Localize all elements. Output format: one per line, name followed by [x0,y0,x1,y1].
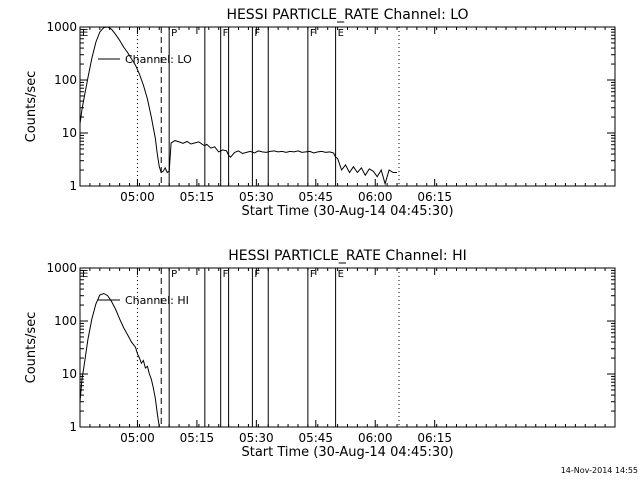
time-marker-label: P [171,28,177,39]
y-tick-label: 100 [54,73,77,87]
y-tick-label: 1 [69,420,77,434]
x-tick-label: 06:15 [417,431,452,445]
time-marker-label: E [338,269,344,280]
x-tick-label: 06:00 [358,431,393,445]
y-axis-label: Counts/sec [24,312,39,384]
chart-title: HESSI PARTICLE_RATE Channel: LO [226,7,468,23]
x-tick-label: 05:15 [180,190,215,204]
y-tick-label: 10 [62,126,77,140]
time-marker-label: F [310,269,316,280]
x-tick-label: 05:45 [298,190,333,204]
x-tick-label: 06:15 [417,190,452,204]
data-series-line [79,292,160,428]
y-tick-label: 100 [54,314,77,328]
x-tick-label: 05:30 [239,431,274,445]
chart-title: HESSI PARTICLE_RATE Channel: HI [228,248,466,264]
time-marker-label: F [254,28,260,39]
x-axis-label: Start Time (30-Aug-14 04:45:30) [241,445,453,460]
chart-panel-2: HESSI PARTICLE_RATE Channel: HI 1 10 100 100… [24,248,616,460]
time-marker-label: F [223,269,229,280]
x-tick-label: 06:00 [358,190,393,204]
time-marker-label: E [82,28,88,39]
y-axis-label: Counts/sec [24,71,39,143]
chart-panel-1: HESSI PARTICLE_RATE Channel: LO 1 10 100 100… [24,7,616,219]
x-tick-label: 05:30 [239,190,274,204]
time-marker-label: E [82,269,88,280]
time-marker-label: E [338,28,344,39]
x-tick-label: 05:45 [298,431,333,445]
data-series-line [79,26,397,186]
x-axis-label: Start Time (30-Aug-14 04:45:30) [241,204,453,219]
footer-timestamp: 14-Nov-2014 14:55 [560,466,638,475]
y-tick-label: 1 [69,179,77,193]
plot-frame [79,26,616,187]
plot-frame [79,267,616,428]
y-tick-label: 1000 [46,261,77,275]
time-marker-label: F [254,269,260,280]
time-marker-label: P [171,269,177,280]
x-tick-label: 05:00 [120,190,155,204]
x-tick-label: 05:00 [120,431,155,445]
y-tick-label: 1000 [46,20,77,34]
time-marker-label: F [223,28,229,39]
x-tick-label: 05:15 [180,431,215,445]
time-marker-label: F [310,28,316,39]
legend-label: Channel: HI [125,294,189,307]
y-tick-label: 10 [62,367,77,381]
legend-label: Channel: LO [125,53,192,66]
